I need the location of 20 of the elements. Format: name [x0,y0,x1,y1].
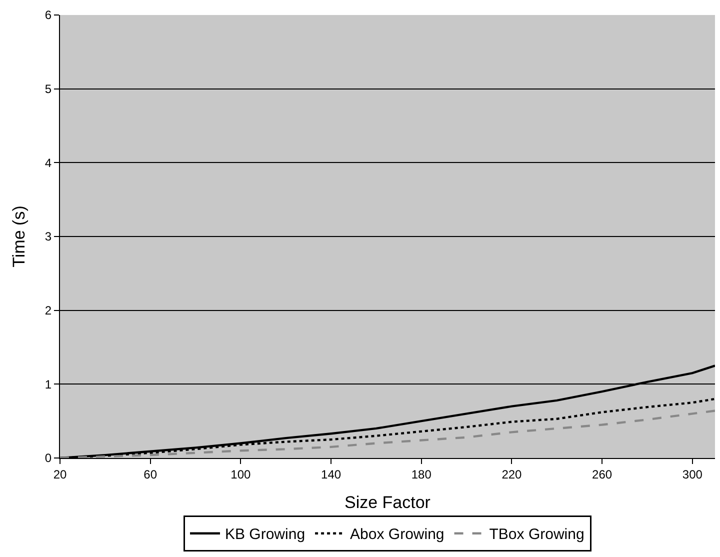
x-tick-label: 180 [411,467,432,482]
x-tick-label: 20 [53,467,67,482]
x-tick-label: 300 [682,467,703,482]
y-tick-label: 3 [44,230,52,244]
y-tick-label: 6 [44,8,52,22]
x-axis-title: Size Factor [344,492,431,512]
legend-label: TBox Growing [489,526,584,544]
y-tick-label: 5 [44,82,52,96]
x-tick-label: 60 [144,467,158,482]
x-tick-label: 140 [321,467,342,482]
x-tick-label: 220 [502,467,522,482]
y-tick-label: 1 [44,377,52,392]
legend-label: KB Growing [225,526,306,544]
x-tick-label: 100 [230,467,252,482]
legend-label: Abox Growing [350,526,444,544]
x-tick-label: 260 [592,467,612,482]
y-tick-label: 4 [44,156,52,170]
y-tick-label: 2 [44,304,52,318]
y-tick-label: 0 [44,451,52,466]
y-axis-title: Time (s) [9,206,28,268]
